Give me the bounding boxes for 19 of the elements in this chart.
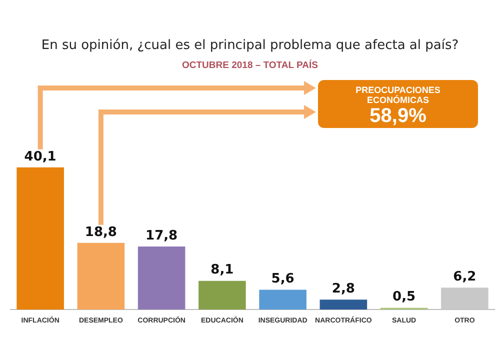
bar: [77, 242, 125, 310]
bar: [198, 280, 246, 310]
text: 58,9%: [368, 105, 428, 127]
chart-subtitle: OCTUBRE 2018 – TOTAL PAÍS: [180, 60, 320, 71]
data-label: 17,8: [146, 228, 178, 244]
data-label: 5,6: [271, 272, 294, 287]
bar: [259, 290, 306, 310]
data-label: 40,1: [24, 149, 56, 164]
data-label: 6,2: [453, 269, 476, 284]
data-label: 8,1: [210, 262, 234, 278]
data-label: 2,8: [332, 282, 355, 297]
bar: [138, 246, 186, 310]
bar: [320, 300, 368, 310]
data-label: 0,5: [392, 290, 416, 305]
text: PREOCUPACIONES ECONÓMICAS: [354, 85, 442, 105]
bar: [441, 288, 488, 310]
data-label: 18,8: [84, 224, 117, 240]
bar: [16, 167, 64, 310]
chart-title: En su opinión, ¿cual es el principal problema que afecta al país?: [40, 38, 460, 53]
